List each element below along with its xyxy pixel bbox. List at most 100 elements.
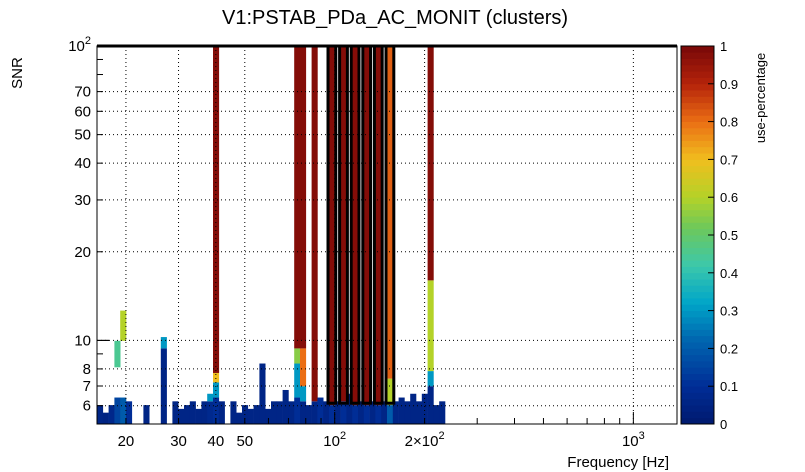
color-palette <box>680 45 715 425</box>
heatmap-cell <box>120 310 127 341</box>
y-tick-label: 70 <box>74 84 91 101</box>
palette-band <box>681 121 714 129</box>
x-tick-label: 102 <box>323 430 346 450</box>
y-tick-label: 6 <box>83 398 91 415</box>
heatmap-cell <box>160 348 167 424</box>
palette-band <box>681 153 714 160</box>
heatmap-cell <box>387 405 394 424</box>
palette-band <box>681 361 714 368</box>
palette-band <box>681 266 714 274</box>
palette-band <box>681 247 714 255</box>
x-axis-label: Frequency [Hz] <box>567 454 669 471</box>
heatmap-cell <box>189 401 196 424</box>
heatmap-cell <box>305 405 312 424</box>
palette-band <box>681 90 714 97</box>
heatmap-cell <box>439 401 446 424</box>
heatmap-cell <box>294 46 301 349</box>
palette-band <box>681 71 714 78</box>
heatmap-cell <box>97 405 104 424</box>
y-tick-label: 102 <box>68 35 91 55</box>
z-axis-label: use-percentage <box>753 53 768 143</box>
y-tick-label: 50 <box>74 127 91 144</box>
palette-band <box>681 348 714 356</box>
y-tick-label: 8 <box>83 361 91 378</box>
palette-band <box>681 329 714 337</box>
chart-title: V1:PSTAB_PDa_AC_MONIT (clusters) <box>222 7 568 29</box>
palette-band <box>681 373 714 381</box>
x-tick-label: 30 <box>170 433 187 450</box>
palette-band <box>681 197 714 204</box>
palette-band <box>681 184 714 192</box>
z-axis-ticks: 0 0.1 0.2 0.3 0.4 0.5 0.6 0.7 0.8 0.9 1 <box>708 39 738 432</box>
palette-band <box>681 222 714 230</box>
heatmap-cell <box>416 401 423 424</box>
palette-band <box>681 272 714 280</box>
heatmap-cell <box>363 46 370 406</box>
z-tick-label: 0.8 <box>720 115 738 130</box>
heatmap-cell <box>381 401 388 424</box>
heatmap-cell <box>213 372 220 383</box>
heatmap-cell <box>311 401 318 424</box>
heatmap-cell <box>340 401 347 424</box>
palette-band <box>681 253 714 261</box>
heatmap-cell <box>276 401 283 424</box>
heatmap-cells <box>97 46 446 424</box>
heatmap-cell <box>172 401 179 424</box>
heatmap-cell <box>294 348 301 364</box>
y-tick-label: 60 <box>74 103 91 120</box>
heatmap-cell <box>352 405 359 424</box>
heatmap-cell <box>259 363 266 424</box>
heatmap-cell <box>300 401 307 424</box>
palette-band <box>681 64 714 72</box>
palette-band <box>681 354 714 362</box>
palette-band <box>681 52 714 59</box>
heatmap-cell <box>311 46 318 402</box>
y-axis-ticks: 6 78 10 20 30 40 50 60 70 102 <box>68 35 109 415</box>
palette-band <box>681 304 714 311</box>
z-tick-label: 0.6 <box>720 190 738 205</box>
y-tick-label: 20 <box>74 244 91 261</box>
heatmap-cell <box>236 412 243 424</box>
palette-band <box>681 411 714 419</box>
heatmap-cell <box>207 401 214 424</box>
heatmap-cell <box>143 405 150 424</box>
palette-band <box>681 386 714 393</box>
palette-band <box>681 241 714 248</box>
heatmap-cell <box>300 386 307 402</box>
heatmap-cell <box>294 397 301 424</box>
z-tick-label: 0.9 <box>720 77 738 92</box>
heatmap-cell <box>375 405 382 424</box>
heatmap-cell <box>126 401 133 424</box>
heatmap-cell <box>218 401 225 424</box>
heatmap-cell <box>358 401 365 424</box>
palette-band <box>681 342 714 349</box>
heatmap-cell <box>329 405 336 424</box>
heatmap-cell <box>329 46 336 406</box>
y-tick-label: 40 <box>74 155 91 172</box>
heatmap-cell <box>404 401 411 424</box>
heatmap-cell <box>201 401 208 424</box>
heatmap-cell <box>427 386 434 424</box>
palette-band <box>681 335 714 343</box>
heatmap-cell <box>300 46 307 349</box>
palette-band <box>681 140 714 148</box>
y-tick-label: 30 <box>74 192 91 209</box>
heatmap-cell <box>195 408 202 424</box>
palette-band <box>681 127 714 135</box>
palette-band <box>681 260 714 267</box>
heatmap-cell <box>398 397 405 424</box>
heatmap-cell <box>213 382 220 398</box>
heatmap-cell <box>421 393 428 424</box>
palette-band <box>681 235 714 242</box>
palette-band <box>681 228 714 236</box>
palette-band <box>681 316 714 324</box>
heatmap-cell <box>114 397 121 424</box>
heatmap-cell <box>108 405 115 424</box>
heatmap-cell <box>253 405 260 424</box>
z-tick-label: 0.1 <box>720 379 738 394</box>
heatmap-cell <box>114 340 121 368</box>
palette-band <box>681 109 714 116</box>
palette-band <box>681 398 714 406</box>
heatmap-cell <box>288 401 295 424</box>
